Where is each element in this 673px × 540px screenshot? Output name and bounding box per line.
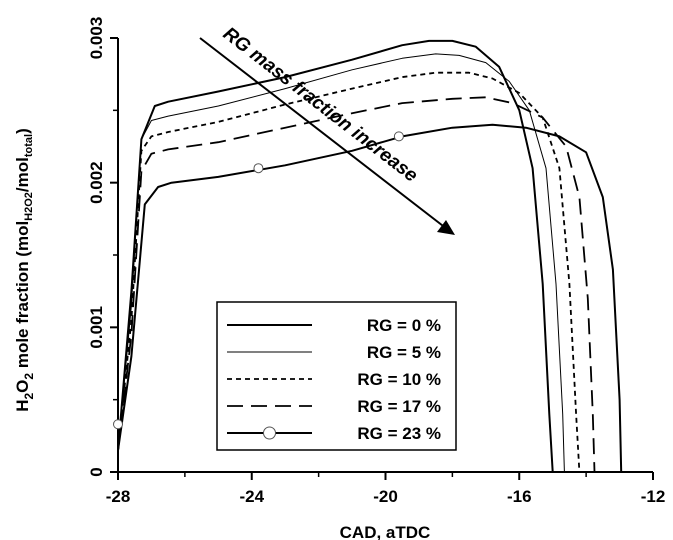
legend-label: RG = 23 % — [357, 424, 441, 443]
legend-entry: RG = 0 % — [227, 316, 441, 335]
y-tick-label: 0.001 — [87, 306, 106, 349]
legend-box — [216, 301, 457, 451]
legend-label: RG = 0 % — [367, 316, 441, 335]
series-1 — [117, 53, 565, 473]
y-axis-title-part-5: ) — [13, 128, 32, 134]
legend-entry: RG = 17 % — [227, 397, 441, 416]
y-axis-title: H2O2 mole fraction (molH2O2/moltotal) — [13, 128, 36, 412]
y-axis-title-sub-4: total — [23, 134, 35, 157]
x-tick-label: -28 — [106, 487, 131, 506]
series-line — [117, 39, 554, 473]
annotation-arrow-head — [437, 220, 455, 235]
y-tick-label: 0.003 — [87, 17, 106, 60]
legend: RG = 0 % RG = 5 % RG = 10 % RG = 17 % RG = 2… — [216, 301, 457, 451]
y-tick-label: 0.002 — [87, 161, 106, 204]
y-axis-title-sub-1: 2 — [22, 393, 36, 400]
legend-entry: RG = 5 % — [227, 343, 441, 362]
data-point-marker — [113, 419, 123, 430]
ticks-layer: -28 -24 -20 -16 -12 0 0.001 0.002 0.003 — [87, 17, 665, 506]
series-line — [117, 71, 581, 473]
series-3 — [117, 96, 596, 473]
series-line — [117, 123, 623, 473]
series-0 — [117, 39, 554, 473]
series-line — [117, 53, 565, 473]
y-axis-title-part-1: H — [13, 400, 32, 412]
y-axis-title-part-2: O — [13, 380, 32, 393]
x-axis-title: CAD, aTDC — [340, 523, 431, 540]
data-point-marker — [393, 131, 404, 142]
annotation-arrow-shaft — [199, 37, 448, 230]
legend-entry: RG = 23 % — [227, 424, 441, 443]
rg-increase-annotation: RG mass fraction increase — [199, 23, 455, 235]
y-axis-title-sub-2: 2 — [22, 373, 36, 380]
x-tick-label: -20 — [373, 487, 398, 506]
x-tick-label: -24 — [239, 487, 264, 506]
y-axis-title-part-4: /mol — [13, 157, 32, 192]
legend-label: RG = 5 % — [367, 343, 441, 362]
legend-swatch-marker — [263, 426, 276, 440]
legend-label: RG = 10 % — [357, 370, 441, 389]
y-tick-label: 0 — [87, 467, 106, 476]
series-2 — [117, 71, 581, 473]
y-axis-title-part-3: mole fraction (mol — [13, 221, 32, 373]
y-axis-title-sub-3: H2O2 — [23, 192, 35, 221]
data-point-marker — [253, 163, 264, 174]
legend-entry: RG = 10 % — [227, 370, 441, 389]
series-line — [117, 96, 596, 473]
x-tick-label: -12 — [641, 487, 666, 506]
series-4 — [113, 123, 623, 473]
series-layer — [113, 39, 623, 473]
legend-label: RG = 17 % — [357, 397, 441, 416]
x-tick-label: -16 — [507, 487, 532, 506]
